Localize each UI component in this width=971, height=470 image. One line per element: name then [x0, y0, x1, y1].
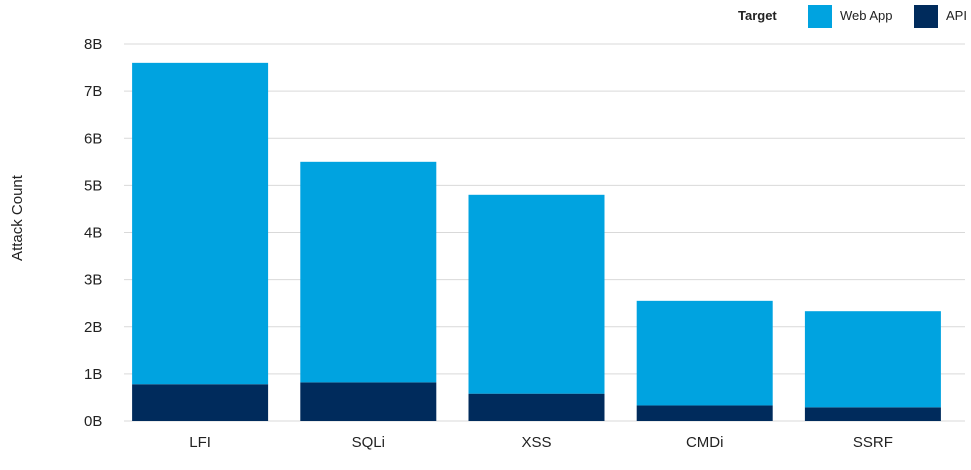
x-tick-label: SSRF [853, 434, 893, 451]
y-tick-label: 3B [84, 272, 102, 289]
bar-api-ssrf [804, 407, 941, 421]
y-tick-label: 7B [84, 83, 102, 100]
y-tick-label: 0B [84, 413, 102, 430]
bar-api-lfi [132, 384, 269, 421]
bar-api-sqli [300, 382, 437, 421]
y-tick-label: 5B [84, 177, 102, 194]
legend-label-web-app: Web App [840, 8, 893, 23]
bar-web-app-xss [468, 194, 605, 394]
bar-web-app-sqli [300, 161, 437, 383]
bar-web-app-lfi [132, 62, 269, 385]
x-tick-label: XSS [521, 434, 551, 451]
y-axis-ticks: 0B 1B 2B 3B 4B 5B 6B 7B 8B [84, 36, 102, 430]
legend-label-api: API [946, 8, 967, 23]
x-tick-label: LFI [189, 434, 211, 451]
y-tick-label: 1B [84, 366, 102, 383]
y-tick-label: 8B [84, 36, 102, 53]
y-axis-label: Attack Count [9, 174, 26, 261]
legend-swatch-api [914, 5, 938, 28]
x-axis-ticks: LFI SQLi XSS CMDi SSRF [189, 434, 893, 451]
bar-api-cmdi [636, 405, 773, 421]
bar-web-app-cmdi [636, 300, 773, 406]
legend-swatch-web-app [808, 5, 832, 28]
x-tick-label: CMDi [686, 434, 724, 451]
legend: Target Web App API [738, 5, 967, 28]
bar-api-xss [468, 393, 605, 421]
y-tick-label: 6B [84, 130, 102, 147]
bar-web-app-ssrf [804, 311, 941, 408]
y-tick-label: 2B [84, 319, 102, 336]
y-tick-label: 4B [84, 225, 102, 242]
bars [132, 62, 941, 421]
legend-title: Target [738, 8, 777, 23]
x-tick-label: SQLi [352, 434, 385, 451]
